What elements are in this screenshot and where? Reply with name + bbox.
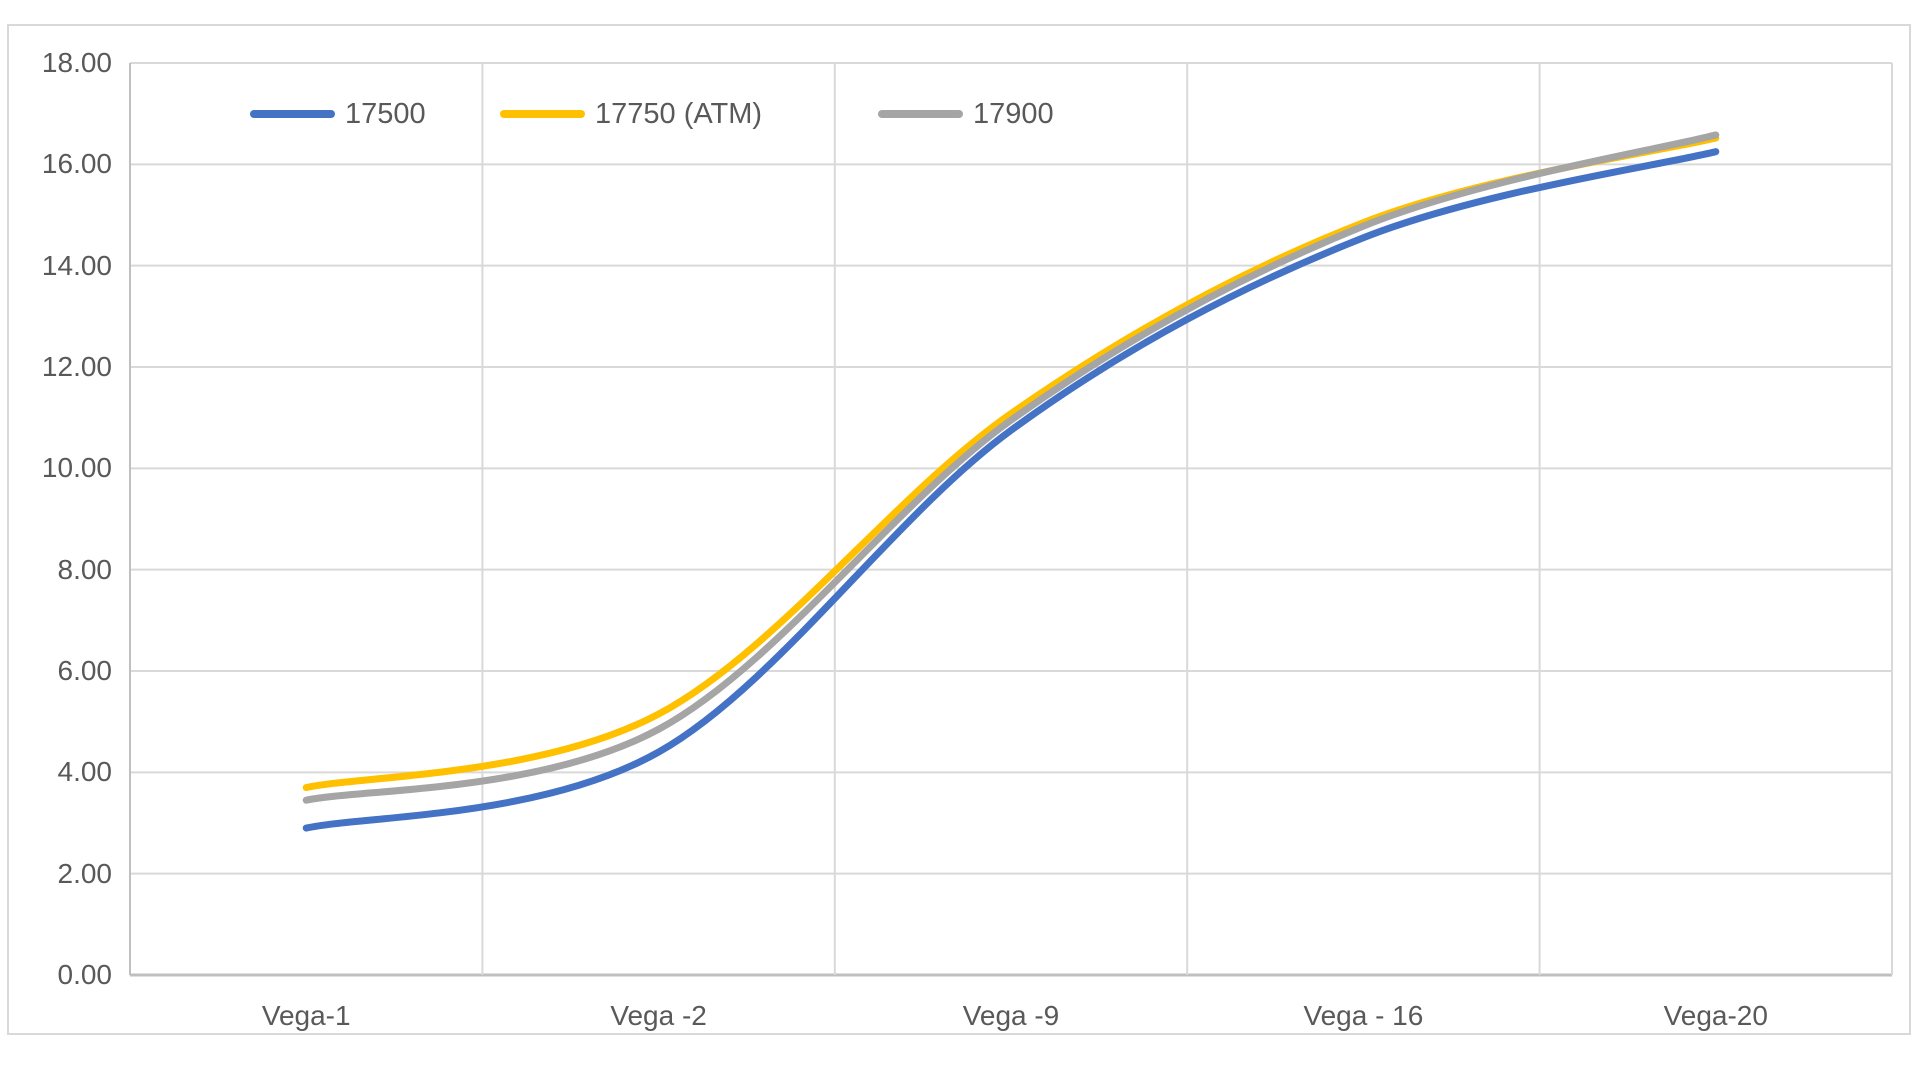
y-tick-label: 10.00: [41, 452, 112, 484]
x-tick-label: Vega-20: [1663, 1000, 1768, 1031]
y-tick-label: 14.00: [41, 249, 112, 281]
x-tick-label: Vega -2: [610, 1000, 707, 1031]
series-line-2: [302, 131, 1720, 804]
y-tick-label: 12.00: [41, 351, 112, 382]
legend-label: 17500: [345, 97, 426, 130]
y-tick-label: 4.00: [57, 756, 113, 788]
y-tick-label: 16.00: [41, 148, 112, 180]
series-line-0: [302, 148, 1720, 832]
x-tick-label: Vega-1: [261, 1000, 351, 1031]
legend-label: 17900: [973, 97, 1054, 130]
legend: 17500 17750 (ATM) 17900: [0, 96, 1920, 132]
series-line-1: [302, 134, 1720, 792]
y-tick-label: 8.00: [57, 553, 113, 585]
x-tick-label: Vega - 16: [1303, 1000, 1424, 1031]
legend-item-2[interactable]: 17900: [878, 96, 1054, 132]
legend-label: 17750 (ATM): [595, 97, 763, 130]
legend-swatch-icon: [250, 110, 335, 118]
y-tick-label: 2.00: [57, 857, 113, 889]
y-tick-label: 0.00: [57, 959, 113, 990]
y-tick-label: 6.00: [57, 655, 113, 686]
chart-outer-border: [7, 24, 1911, 1035]
legend-item-1[interactable]: 17750 (ATM): [500, 96, 762, 132]
legend-item-0[interactable]: 17500: [250, 96, 426, 132]
x-tick-label: Vega -9: [962, 1000, 1060, 1031]
legend-swatch-icon: [878, 110, 963, 118]
legend-swatch-icon: [500, 110, 585, 118]
y-tick-label: 18.00: [41, 47, 112, 78]
